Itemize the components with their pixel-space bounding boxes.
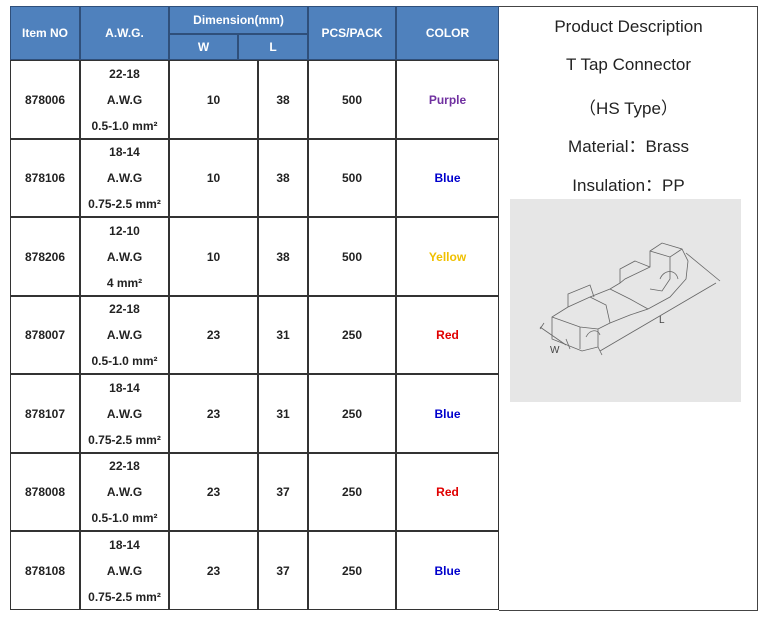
width-label: W [550,345,560,356]
pcs-pack-cell: 250 [308,296,396,374]
product-insulation: Insulation：PP [572,176,685,195]
awg-cell: 18-14 A.W.G 0.75-2.5 mm² [80,139,169,217]
header-w: W [169,34,238,60]
awg-line: A.W.G [106,92,143,107]
awg-cell: 18-14 A.W.G 0.75-2.5 mm² [80,374,169,453]
length-cell: 37 [258,531,308,610]
product-material: Material：Brass [568,137,689,156]
awg-line: 18-14 [109,537,140,552]
awg-line: A.W.G [106,328,143,342]
item-no-cell: 878006 [10,60,80,139]
product-type: （HS Type） [579,99,678,118]
header-pcs-pack: PCS/PACK [308,6,396,60]
length-cell: 31 [258,296,308,374]
width-cell: 23 [169,453,258,531]
awg-line: 22-18 [109,302,140,316]
length-cell: 38 [258,139,308,217]
pcs-pack-cell: 250 [308,374,396,453]
width-cell: 10 [169,139,258,217]
item-no-cell: 878008 [10,453,80,531]
awg-line: 0.5-1.0 mm² [91,118,158,133]
width-cell: 10 [169,60,258,139]
pcs-pack-cell: 500 [308,139,396,217]
awg-line: 0.5-1.0 mm² [91,511,158,525]
awg-cell: 22-18 A.W.G 0.5-1.0 mm² [80,453,169,531]
item-no-cell: 878206 [10,217,80,296]
header-item-no: Item NO [10,6,80,60]
awg-cell: 22-18 A.W.G 0.5-1.0 mm² [80,60,169,139]
color-cell: Red [396,296,499,374]
awg-line: A.W.G [106,485,143,499]
awg-line: 12-10 [109,223,140,238]
header-l: L [238,34,308,60]
width-cell: 10 [169,217,258,296]
length-cell: 38 [258,217,308,296]
awg-line: A.W.G [106,249,143,264]
awg-line: 22-18 [109,66,140,81]
color-cell: Purple [396,60,499,139]
color-cell: Blue [396,139,499,217]
length-cell: 31 [258,374,308,453]
item-no-cell: 878007 [10,296,80,374]
header-dimension: Dimension(mm) [169,6,308,34]
width-cell: 23 [169,374,258,453]
awg-cell: 22-18 A.W.G 0.5-1.0 mm² [80,296,169,374]
pcs-pack-cell: 500 [308,60,396,139]
awg-line: 4 mm² [106,275,143,290]
awg-cell: 12-10 A.W.G 4 mm² [80,217,169,296]
awg-line: 22-18 [109,459,140,473]
item-no-cell: 878106 [10,139,80,217]
color-cell: Red [396,453,499,531]
description-title: Product Description [554,17,703,36]
awg-line: 18-14 [109,145,140,159]
width-cell: 23 [169,296,258,374]
color-cell: Yellow [396,217,499,296]
color-cell: Blue [396,374,499,453]
length-label: L [659,315,665,326]
header-awg: A.W.G. [80,6,169,60]
awg-line: A.W.G [106,563,143,578]
awg-line: 0.75-2.5 mm² [88,432,161,447]
item-no-cell: 878108 [10,531,80,610]
awg-line: 0.75-2.5 mm² [88,197,161,211]
awg-cell: 18-14 A.W.G 0.75-2.5 mm² [80,531,169,610]
awg-line: 0.5-1.0 mm² [91,354,158,368]
pcs-pack-cell: 250 [308,453,396,531]
item-no-cell: 878107 [10,374,80,453]
color-cell: Blue [396,531,499,610]
pcs-pack-cell: 500 [308,217,396,296]
length-cell: 37 [258,453,308,531]
pcs-pack-cell: 250 [308,531,396,610]
awg-line: A.W.G [106,171,143,185]
product-name: T Tap Connector [565,55,692,74]
awg-line: A.W.G [106,406,143,421]
awg-line: 0.75-2.5 mm² [88,589,161,604]
header-color: COLOR [396,6,499,60]
product-description-panel: Product Description T Tap Connector （HS … [499,6,758,611]
awg-line: 18-14 [109,380,140,395]
length-cell: 38 [258,60,308,139]
connector-drawing: W L [510,199,741,402]
width-cell: 23 [169,531,258,610]
